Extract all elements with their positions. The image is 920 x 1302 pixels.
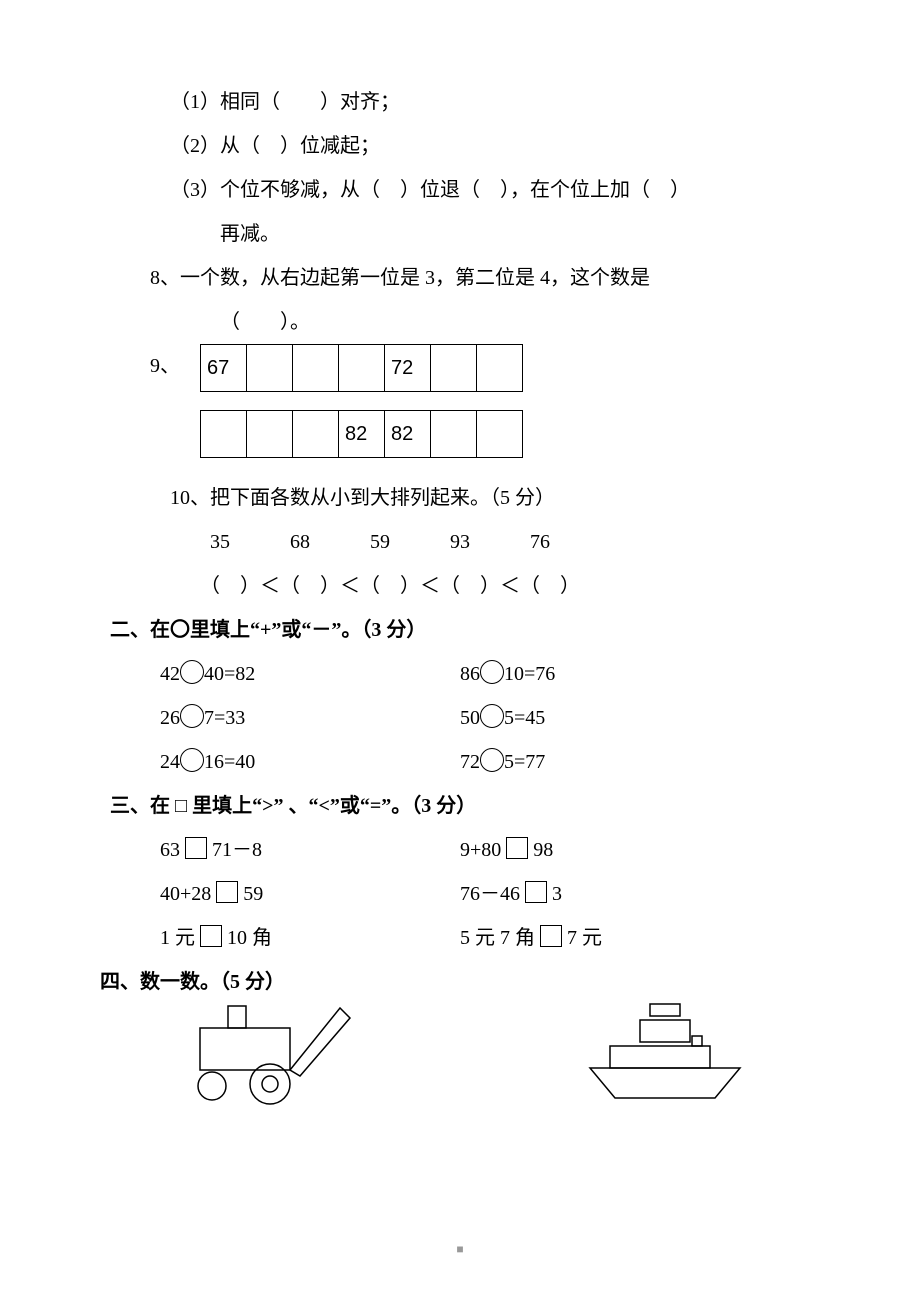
s2-r3a-l: 24 [160, 751, 180, 773]
circle-icon [480, 704, 504, 728]
s3-r2b-l: 76－46 [460, 883, 525, 905]
s2-r1a-l: 42 [160, 663, 180, 685]
q9-label: 9、 [150, 344, 180, 388]
circle-icon [480, 660, 504, 684]
s2-r2a-l: 26 [160, 707, 180, 729]
s3-r2b-r: 3 [547, 883, 562, 905]
square-icon [506, 837, 528, 859]
q9: 9、 67 72 82 82 [150, 344, 860, 476]
s3-r3b-l: 5 元 7 角 [460, 927, 540, 949]
s3-r1b-r: 98 [528, 839, 553, 861]
s2-r1b-l: 86 [460, 663, 480, 685]
q9-r2c2 [247, 411, 293, 458]
q9-r1c1: 67 [201, 345, 247, 392]
s2-r3b-l: 72 [460, 751, 480, 773]
s3-row2: 40+28 59 76－46 3 [160, 872, 860, 916]
q7-sub1: （1）相同（ ）对齐； [170, 80, 860, 124]
square-icon [200, 925, 222, 947]
q9-r1c5: 72 [385, 345, 431, 392]
q9-table2: 82 82 [200, 410, 523, 458]
page-mark: ■ [456, 1236, 463, 1262]
q9-r1c7 [477, 345, 523, 392]
s2-row3: 24 16=40 72 5=77 [160, 740, 860, 784]
s2-r1b-r: 10=76 [504, 663, 555, 685]
q7-sub3a: （3）个位不够减，从（ ）位退（ ），在个位上加（ ） [170, 168, 860, 212]
square-icon [540, 925, 562, 947]
s3-r1b-l: 9+80 [460, 839, 506, 861]
q10-nums: 35 68 59 93 76 [210, 520, 860, 564]
q9-r1c3 [293, 345, 339, 392]
circle-icon [180, 704, 204, 728]
s2-r3b-r: 5=77 [504, 751, 545, 773]
s3-r3a-r: 10 角 [222, 927, 272, 949]
circle-icon [480, 748, 504, 772]
s2-row1: 42 40=82 86 10=76 [160, 652, 860, 696]
circle-icon [180, 748, 204, 772]
s3-r1a-l: 63 [160, 839, 185, 861]
q9-r1c2 [247, 345, 293, 392]
q8-line2: （ ）。 [220, 300, 860, 344]
q9-r2c4: 82 [339, 411, 385, 458]
s2-r2b-r: 5=45 [504, 707, 545, 729]
section3-title: 三、在 □ 里填上“>” 、“<”或“=”。（3 分） [110, 784, 860, 828]
q8-line1: 8、一个数，从右边起第一位是 3，第二位是 4，这个数是 [150, 256, 860, 300]
s3-r2a-l: 40+28 [160, 883, 216, 905]
q9-r2c5: 82 [385, 411, 431, 458]
square-icon [185, 837, 207, 859]
figure-cart [190, 998, 360, 1108]
q7-sub2: （2）从（ ）位减起； [170, 124, 860, 168]
q9-r2c3 [293, 411, 339, 458]
q7-sub3b: 再减。 [220, 212, 860, 256]
section2-title: 二、在〇里填上“+”或“－”。（3 分） [110, 608, 860, 652]
s3-row1: 63 71－8 9+80 98 [160, 828, 860, 872]
s3-r3a-l: 1 元 [160, 927, 200, 949]
q9-r1c4 [339, 345, 385, 392]
q10-blanks: （ ）＜（ ）＜（ ）＜（ ）＜（ ） [200, 564, 860, 608]
q9-r1c6 [431, 345, 477, 392]
s2-row2: 26 7=33 50 5=45 [160, 696, 860, 740]
q9-r2c1 [201, 411, 247, 458]
circle-icon [180, 660, 204, 684]
s3-row3: 1 元 10 角 5 元 7 角 7 元 [160, 916, 860, 960]
q10-line1: 10、把下面各数从小到大排列起来。（5 分） [170, 476, 860, 520]
s3-r1a-r: 71－8 [207, 839, 262, 861]
figure-boat [580, 998, 750, 1108]
q9-r2c6 [431, 411, 477, 458]
square-icon [525, 881, 547, 903]
square-icon [216, 881, 238, 903]
s2-r1a-r: 40=82 [204, 663, 255, 685]
s3-r3b-r: 7 元 [562, 927, 602, 949]
q9-r2c7 [477, 411, 523, 458]
s2-r3a-r: 16=40 [204, 751, 255, 773]
q9-table1: 67 72 [200, 344, 523, 392]
s3-r2a-r: 59 [238, 883, 263, 905]
s2-r2b-l: 50 [460, 707, 480, 729]
s2-r2a-r: 7=33 [204, 707, 245, 729]
figures-row [190, 998, 860, 1108]
